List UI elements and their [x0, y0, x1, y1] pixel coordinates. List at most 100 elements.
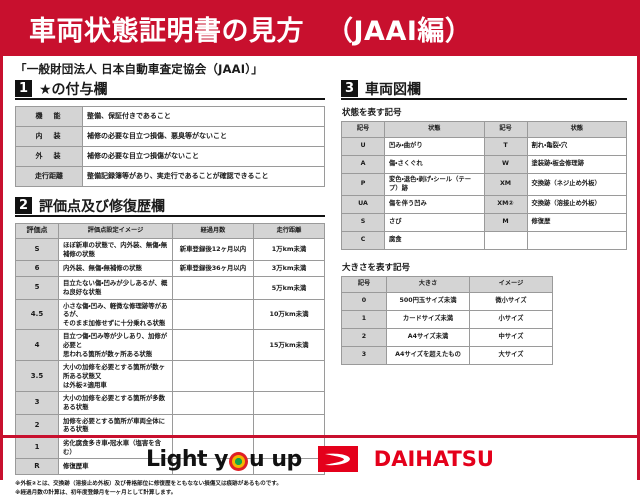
- table-row: S さび M 修復歴: [341, 213, 627, 232]
- table-row: 6 内外装、無傷・無補修の状態 新車登録後36ヶ月以内 3万km未満: [15, 260, 325, 278]
- state-cell: さび: [384, 213, 485, 232]
- score-description-cell: 目立たない傷・凹みが少しあるが、概ね良好な状態: [58, 276, 173, 300]
- state-symbol-caption: 状態を表す記号: [342, 108, 402, 118]
- column-header: 記号: [341, 121, 385, 138]
- table-row: 5 目立たない傷・凹みが少しあるが、概ね良好な状態 5万km未満: [15, 276, 325, 300]
- symbol-cell: 1: [341, 310, 387, 329]
- table-header-row: 評価点 評価点設定イメージ 経過月数 走行距離: [15, 223, 325, 239]
- distance-cell: [253, 360, 325, 393]
- table-row: UA 傷を伴う凹み XM② 交換跡（溶接止め外板）: [341, 195, 627, 214]
- symbol-cell: XM: [483, 173, 528, 196]
- state-cell: [526, 231, 627, 250]
- section-2-title: 評価点及び修復歴欄: [39, 199, 165, 215]
- table-row: 外 装補修の必要な目立つ損傷がないこと: [15, 146, 325, 167]
- section-1-heading: 1 ★の付与欄: [15, 80, 325, 100]
- page-title: 車両状態証明書の見方 （JAAI編）: [29, 9, 472, 48]
- table-row: 4.5 小さな傷・凹み、軽微な修理跡等があるが、 そのまま加修せずに十分乗れる状態 1…: [15, 298, 325, 331]
- section-3-title: 車両図欄: [365, 82, 421, 98]
- column-header: 走行距離: [253, 223, 325, 239]
- table-header-row: 記号 大きさ イメージ: [341, 276, 553, 293]
- table-row: 4 目立つ傷・凹み等が少しあり、加修が必要と 思われる箇所が数ヶ所ある状態 15万km…: [15, 329, 325, 362]
- column-header: 大きさ: [386, 276, 470, 293]
- symbol-cell: A: [341, 155, 385, 174]
- symbol-cell: C: [341, 231, 385, 250]
- symbol-cell: U: [341, 137, 385, 156]
- state-cell: 傷・さくぐれ: [384, 155, 485, 174]
- score-cell: S: [15, 237, 59, 262]
- size-symbol-table: 記号 大きさ イメージ 0 500円玉サイズ未満 微小サイズ 1 カードサイズ未満 小サイズ 2…: [341, 276, 553, 365]
- section-3-heading: 3 車両図欄: [341, 80, 627, 100]
- symbol-cell: 3: [341, 346, 387, 365]
- table-row: 2 A4サイズ未満 中サイズ: [341, 328, 553, 347]
- months-cell: [172, 298, 254, 331]
- state-cell: 腐食: [384, 231, 485, 250]
- column-header: イメージ: [469, 276, 553, 293]
- state-symbol-table: 記号 状態 記号 状態 U 凹み・曲がり T 割れ・亀裂・穴 A 傷・さくぐれ W 塗装跡・板金修理…: [341, 121, 627, 250]
- table-header-row: 記号 状態 記号 状態: [341, 121, 627, 138]
- section-3-number: 3: [341, 80, 358, 97]
- criteria-label: 内 装: [15, 126, 83, 147]
- state-cell: 塗装跡・板金修理跡: [526, 155, 627, 174]
- distance-cell: 5万km未満: [253, 276, 325, 300]
- table-row: 機 能整備、保証付きであること: [15, 106, 325, 127]
- criteria-text: 補修の必要な目立つ損傷、悪臭等がないこと: [82, 126, 325, 147]
- size-cell: A4サイズ未満: [386, 328, 470, 347]
- table-row: 3 大小の加修を必要とする箇所が多数ある状態: [15, 391, 325, 415]
- score-cell: 3: [15, 391, 59, 415]
- score-description-cell: 小さな傷・凹み、軽微な修理跡等があるが、 そのまま加修せずに十分乗れる状態: [58, 298, 173, 331]
- column-header: 記号: [341, 276, 387, 293]
- column-header: 評価点設定イメージ: [58, 223, 173, 239]
- score-description-cell: 大小の加修を必要とする箇所が多数ある状態: [58, 391, 173, 415]
- column-header: 状態: [526, 121, 627, 138]
- page-footer: Light y u up DAIHATSU: [3, 435, 637, 480]
- tagline-part1: Light y: [146, 446, 229, 472]
- evaluation-score-table: 評価点 評価点設定イメージ 経過月数 走行距離 S ほぼ新車の状態で、内外装、無傷・無補…: [15, 223, 325, 476]
- months-cell: [172, 360, 254, 393]
- criteria-text: 補修の必要な目立つ損傷がないこと: [82, 146, 325, 167]
- size-cell: A4サイズを超えたもの: [386, 346, 470, 365]
- tagline-part2: u up: [249, 446, 302, 472]
- column-header: 状態: [384, 121, 485, 138]
- criteria-label: 外 装: [15, 146, 83, 167]
- content-columns: 1 ★の付与欄 機 能整備、保証付きであること内 装補修の必要な目立つ損傷、悪臭…: [3, 80, 637, 496]
- state-cell: 傷を伴う凹み: [384, 195, 485, 214]
- table-row: P 変色・退色・剥げ・シール（テープ）跡 XM 交換跡（ネジ止め外板）: [341, 173, 627, 196]
- months-cell: 新車登録後36ヶ月以内: [172, 260, 254, 278]
- months-cell: 新車登録後12ヶ月以内: [172, 237, 254, 262]
- distance-cell: [253, 413, 325, 437]
- months-cell: [172, 276, 254, 300]
- score-description-cell: ほぼ新車の状態で、内外装、無傷・無補修の状態: [58, 237, 173, 262]
- table-row: 0 500円玉サイズ未満 微小サイズ: [341, 292, 553, 311]
- symbol-cell: M: [483, 213, 528, 232]
- table-row: A 傷・さくぐれ W 塗装跡・板金修理跡: [341, 155, 627, 174]
- table-row: 3.5 大小の加修を必要とする箇所が数ヶ所ある状態又 は外板②適用車: [15, 360, 325, 393]
- state-cell: 交換跡（ネジ止め外板）: [526, 173, 627, 196]
- score-cell: 4: [15, 329, 59, 362]
- score-cell: R: [15, 458, 59, 476]
- score-description-cell: 内外装、無傷・無補修の状態: [58, 260, 173, 278]
- page-header: 車両状態証明書の見方 （JAAI編）: [3, 0, 637, 56]
- criteria-text: 整備、保証付きであること: [82, 106, 325, 127]
- right-column: 3 車両図欄 状態を表す記号 記号 状態 記号 状態 U 凹み・曲がり T 割れ・亀裂・穴 A…: [325, 80, 627, 435]
- tagline-ring-icon: [229, 451, 249, 471]
- criteria-label: 機 能: [15, 106, 83, 127]
- distance-cell: 15万km未満: [253, 329, 325, 362]
- size-image-cell: 微小サイズ: [469, 292, 553, 311]
- section-2-number: 2: [15, 197, 32, 214]
- table-row: C 腐食: [341, 231, 627, 250]
- distance-cell: 3万km未満: [253, 260, 325, 278]
- table-row: 1 カードサイズ未満 小サイズ: [341, 310, 553, 329]
- note-line: ※経過月数の計算は、初年度登録月を一ヶ月として計算します。: [15, 489, 177, 496]
- page-title-suffix: （JAAI編）: [326, 15, 473, 47]
- section-1-title: ★の付与欄: [39, 82, 108, 98]
- daihatsu-tagline: Light y u up: [146, 447, 302, 472]
- criteria-label: 走行距離: [15, 166, 83, 187]
- column-header: 評価点: [15, 223, 59, 239]
- size-image-cell: 小サイズ: [469, 310, 553, 329]
- score-description-cell: 加修を必要とする箇所が車両全体にある状態: [58, 413, 173, 437]
- criteria-text: 整備記録簿等があり、実走行であることが確認できること: [82, 166, 325, 187]
- section-1-number: 1: [15, 80, 32, 97]
- months-cell: [172, 391, 254, 415]
- section-2-heading: 2 評価点及び修復歴欄: [15, 197, 325, 217]
